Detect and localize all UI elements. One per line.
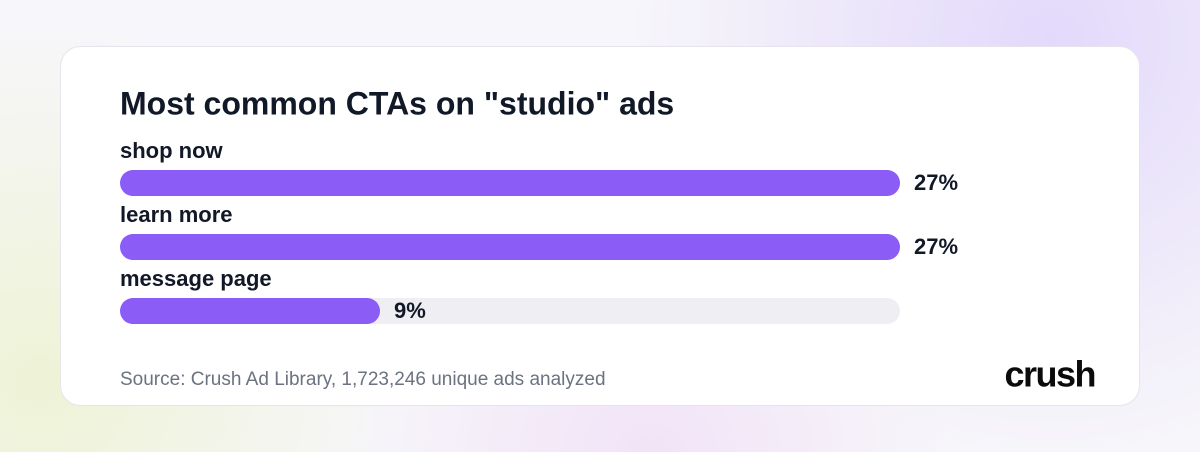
source-note: Source: Crush Ad Library, 1,723,246 uniq…	[120, 369, 606, 390]
logo: crush	[1004, 354, 1095, 395]
category-label: learn more	[120, 202, 233, 227]
category-label: message page	[120, 266, 272, 291]
value-label: 9%	[394, 298, 426, 323]
category-label: shop now	[120, 138, 224, 163]
bar	[120, 298, 380, 324]
value-label: 27%	[914, 170, 958, 195]
chart-title: Most common CTAs on "studio" ads	[120, 85, 674, 121]
value-label: 27%	[914, 234, 958, 259]
bar	[120, 234, 900, 260]
bar	[120, 170, 900, 196]
